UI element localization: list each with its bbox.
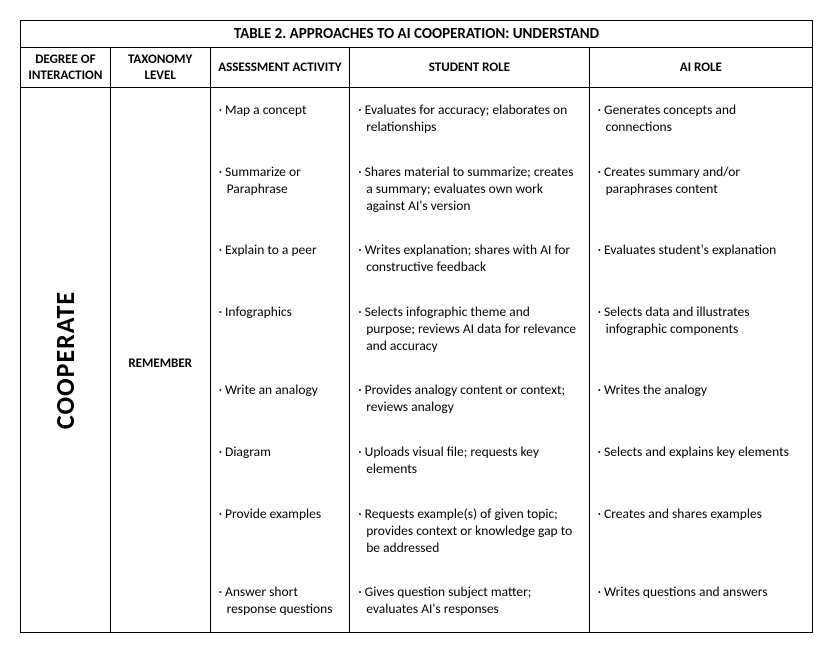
header-degree: DEGREE OF INTERACTION [21, 48, 111, 87]
student-column: · Evaluates for accuracy; elaborates on … [350, 88, 589, 632]
ai-item: · Creates summary and/or paraphrases con… [598, 164, 804, 220]
header-ai: AI ROLE [590, 48, 812, 87]
ai-item: · Evaluates student's explanation [598, 242, 804, 282]
taxonomy-label: REMEMBER [128, 356, 192, 371]
degree-label: COOPERATE [49, 291, 81, 429]
student-item: · Requests example(s) of given topic; pr… [358, 506, 580, 562]
header-student: STUDENT ROLE [350, 48, 589, 87]
table-body: COOPERATE REMEMBER · Map a concept · Sum… [21, 88, 812, 632]
assessment-item: · Provide examples [219, 506, 342, 562]
assessment-item: · Map a concept [219, 102, 342, 142]
assessment-item: · Explain to a peer [219, 242, 342, 282]
ai-item: · Writes questions and answers [598, 584, 804, 624]
ai-column: · Generates concepts and connections · C… [590, 88, 812, 632]
student-item: · Selects infographic theme and purpose;… [358, 304, 580, 360]
table-header-row: DEGREE OF INTERACTION TAXONOMY LEVEL ASS… [21, 48, 812, 88]
degree-cell: COOPERATE [21, 88, 111, 632]
assessment-item: · Write an analogy [219, 382, 342, 422]
assessment-item: · Diagram [219, 444, 342, 484]
ai-item: · Selects data and illustrates infograph… [598, 304, 804, 360]
ai-item: · Writes the analogy [598, 382, 804, 422]
header-taxonomy: TAXONOMY LEVEL [111, 48, 211, 87]
cooperation-table: TABLE 2. APPROACHES TO AI COOPERATION: U… [20, 20, 813, 633]
student-item: · Shares material to summarize; creates … [358, 164, 580, 220]
ai-item: · Generates concepts and connections [598, 102, 804, 142]
assessment-column: · Map a concept · Summarize or Paraphras… [211, 88, 351, 632]
student-item: · Provides analogy content or context; r… [358, 382, 580, 422]
ai-item: · Creates and shares examples [598, 506, 804, 562]
assessment-item: · Answer short response questions [219, 584, 342, 624]
student-item: · Uploads visual file; requests key elem… [358, 444, 580, 484]
taxonomy-cell: REMEMBER [111, 88, 211, 632]
assessment-item: · Infographics [219, 304, 342, 360]
student-item: · Writes explanation; shares with AI for… [358, 242, 580, 282]
student-item: · Evaluates for accuracy; elaborates on … [358, 102, 580, 142]
header-assessment: ASSESSMENT ACTIVITY [211, 48, 351, 87]
assessment-item: · Summarize or Paraphrase [219, 164, 342, 220]
table-title: TABLE 2. APPROACHES TO AI COOPERATION: U… [21, 21, 812, 48]
student-item: · Gives question subject matter; evaluat… [358, 584, 580, 624]
ai-item: · Selects and explains key elements [598, 444, 804, 484]
